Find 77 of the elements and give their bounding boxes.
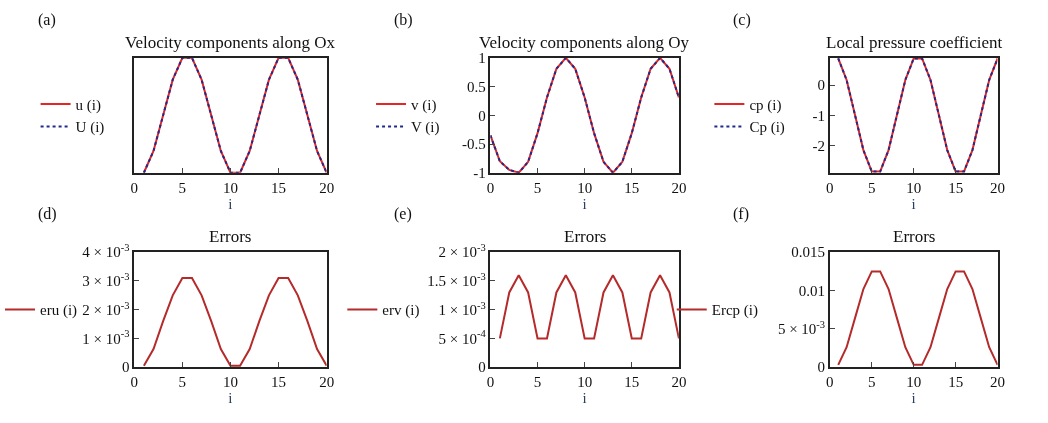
y-tick-label: -1 (812, 107, 826, 124)
x-tick-label: 20 (319, 373, 335, 390)
legend-label: cp (i) (749, 96, 782, 114)
x-tick-label: 15 (271, 179, 287, 196)
y-tick-label: 5 × 10$^{-3}$ (777, 318, 826, 338)
x-tick-label: 10 (222, 179, 238, 196)
x-tick-label: 15 (624, 373, 640, 390)
text: (e) (394, 205, 412, 223)
text: (d) (38, 205, 57, 223)
text: (f) (733, 205, 749, 223)
y-tick-label: 4 × 10$^{-3}$ (82, 242, 130, 261)
x-tick-label: 10 (222, 373, 238, 390)
x-tick-label: 5 (178, 373, 187, 390)
y-tick-label: 2 × 10$^{-3}$ (82, 299, 130, 318)
x-tick-label: 10 (906, 179, 922, 196)
y-tick-label: -0.5 (461, 136, 486, 153)
y-tick-label: 0.01 (798, 282, 826, 299)
x-tick-label: 20 (671, 373, 687, 390)
line-series (490, 57, 679, 173)
chart-title: Local pressure coefficient (826, 33, 1003, 52)
x-tick-label: 15 (948, 373, 964, 390)
x-tick-label: 15 (271, 373, 287, 390)
y-tick-label: -1 (473, 165, 486, 182)
x-tick-label: 10 (577, 179, 593, 196)
y-tick-label: 1 (478, 50, 486, 67)
y-tick-label: 1 × 10$^{-3}$ (82, 328, 130, 347)
x-axis-title: i (582, 195, 587, 212)
legend-label: v (i) (411, 96, 437, 114)
y-tick-label: 2 × 10$^{-3}$ (438, 242, 486, 261)
chart-title: Velocity components along Oy (479, 33, 690, 52)
line-series (142, 277, 327, 367)
text: (c) (733, 11, 751, 29)
x-tick-label: 15 (624, 179, 640, 196)
chart-title: Errors (209, 227, 252, 246)
y-tick-label: 1 × 10$^{-3}$ (438, 299, 486, 318)
y-tick-label: -2 (812, 137, 826, 154)
x-tick-label: 5 (533, 179, 542, 196)
y-tick-label: 1.5 × 10$^{-3}$ (427, 270, 486, 290)
x-axis-title: i (582, 389, 587, 406)
line-series (837, 57, 998, 173)
y-tick-label: 0.5 (466, 78, 486, 95)
y-tick-label: 0 (478, 359, 486, 376)
x-tick-label: 5 (868, 373, 876, 390)
y-tick-label: 3 × 10$^{-3}$ (82, 270, 130, 290)
chart-title: Errors (893, 227, 936, 246)
x-tick-label: 20 (990, 373, 1006, 390)
legend-label: Ercp (i) (711, 302, 758, 320)
x-tick-label: 10 (577, 373, 593, 390)
y-tick-label: 0 (478, 107, 486, 124)
legend-label: eru (i) (40, 302, 78, 320)
x-axis-title: i (911, 195, 916, 212)
y-tick-label: 0 (817, 359, 826, 376)
legend-label: U (i) (75, 119, 105, 137)
chart-title: Errors (564, 227, 607, 246)
x-axis-title: i (911, 389, 916, 406)
legend-label: V (i) (411, 119, 440, 137)
y-tick-label: 0 (817, 77, 826, 94)
x-axis-title: i (228, 389, 233, 406)
x-tick-label: 15 (948, 179, 964, 196)
text: (b) (394, 11, 413, 29)
x-tick-label: 5 (178, 179, 187, 196)
x-tick-label: 20 (671, 179, 687, 196)
x-tick-label: 20 (990, 179, 1006, 196)
x-tick-label: 5 (868, 179, 876, 196)
x-axis-title: i (228, 195, 233, 212)
x-tick-label: 10 (906, 373, 922, 390)
x-tick-label: 20 (319, 179, 335, 196)
legend-label: Cp (i) (749, 119, 785, 137)
chart-title: Velocity components along Ox (125, 33, 336, 52)
y-tick-label: 0.015 (791, 244, 826, 261)
legend-label: u (i) (75, 96, 102, 114)
legend-label: erv (i) (382, 302, 420, 320)
y-tick-label: 0 (122, 359, 130, 376)
text: (a) (38, 11, 56, 29)
line-series (837, 270, 998, 366)
x-tick-label: 5 (533, 373, 542, 390)
y-tick-label: 5 × 10$^{-4}$ (438, 328, 487, 347)
